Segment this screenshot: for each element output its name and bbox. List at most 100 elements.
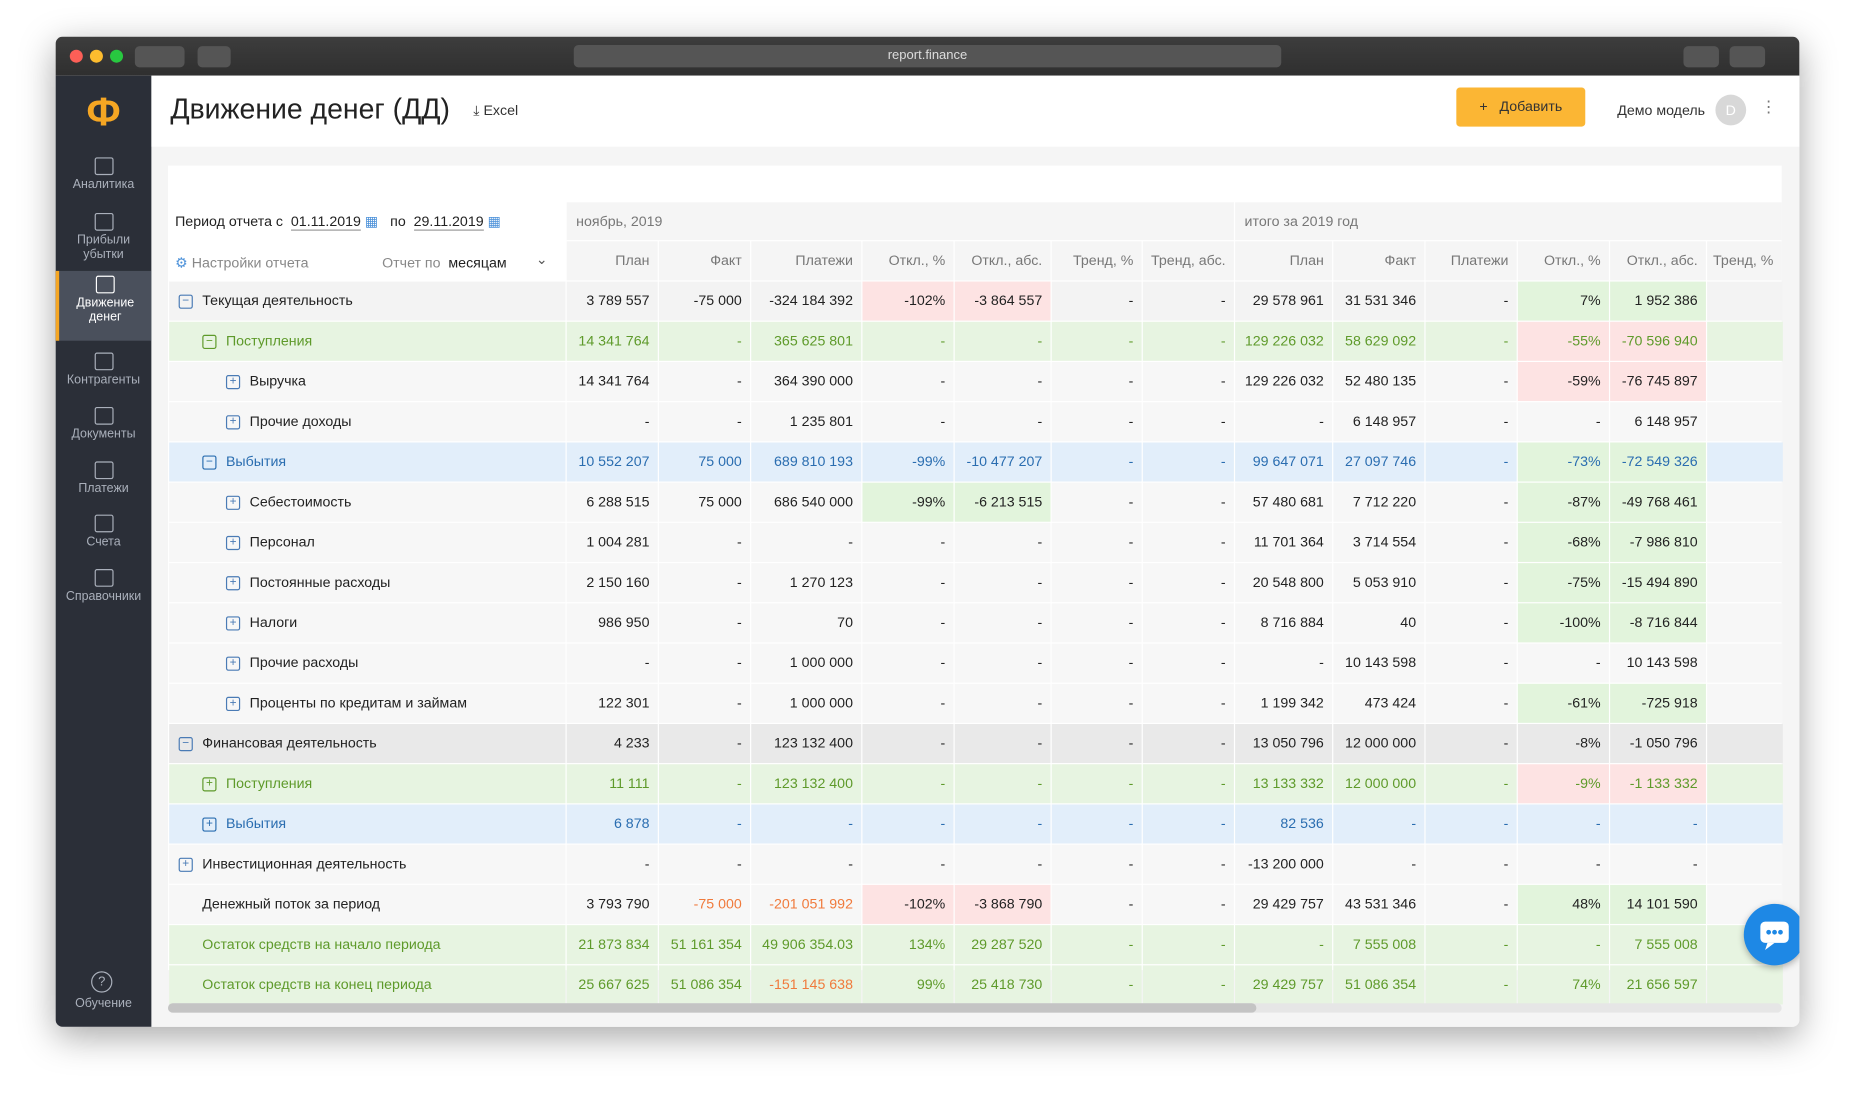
cell: 70 xyxy=(751,603,862,643)
cell: - xyxy=(1425,764,1517,804)
cell: - xyxy=(1142,925,1234,965)
row-label: Инвестиционная деятельность xyxy=(202,855,407,872)
cell: - xyxy=(862,522,954,562)
expand-toggle[interactable]: + xyxy=(202,817,217,832)
cell: - xyxy=(658,603,751,643)
cell: - xyxy=(1517,402,1609,442)
expand-toggle[interactable]: − xyxy=(178,294,193,309)
cell: - xyxy=(1051,603,1142,643)
cell: - xyxy=(1425,482,1517,522)
cell: 12 000 000 xyxy=(1333,724,1425,764)
row-label-cell: − Поступления xyxy=(169,321,566,361)
cell: - xyxy=(1142,884,1234,924)
cell: -10 477 207 xyxy=(954,442,1051,482)
expand-toggle[interactable]: + xyxy=(225,535,241,551)
sidebar: Ф Аналитика Прибыли убытки Движение денег К… xyxy=(55,75,152,1027)
column-header: Тренд, % xyxy=(1051,241,1142,281)
cell: - xyxy=(1425,643,1517,683)
row-label: Остаток средств на начало периода xyxy=(202,935,441,953)
cell: - xyxy=(751,522,862,562)
row-label: Постоянные расходы xyxy=(249,573,391,591)
cell: - xyxy=(1425,683,1517,723)
cell: -99% xyxy=(862,442,954,482)
row-label: Поступления xyxy=(225,332,313,349)
cell: 14 101 590 xyxy=(1610,884,1706,924)
cell: 5 053 910 xyxy=(1333,563,1425,603)
cell: 82 536 xyxy=(1235,804,1333,844)
nav-icon xyxy=(95,275,115,294)
expand-toggle[interactable]: + xyxy=(225,415,241,430)
cell: -102% xyxy=(862,884,954,924)
cell: -725 918 xyxy=(1610,683,1706,723)
cell: 43 531 346 xyxy=(1333,884,1425,924)
avatar[interactable]: D xyxy=(1715,94,1747,126)
nav-item[interactable]: Платежи xyxy=(56,457,152,510)
cell: - xyxy=(1142,362,1234,402)
expand-toggle[interactable]: + xyxy=(225,656,241,671)
cell: - xyxy=(1051,522,1142,562)
cell: -9% xyxy=(1517,764,1609,804)
url-bar[interactable]: report.finance xyxy=(573,44,1282,68)
nav-item[interactable]: Справочники xyxy=(56,564,152,617)
cell: -75 000 xyxy=(658,884,751,924)
cell: - xyxy=(954,362,1051,402)
cell: - xyxy=(862,402,954,442)
cell: - xyxy=(566,402,658,442)
row-label: Финансовая деятельность xyxy=(202,734,377,752)
cell: - xyxy=(1517,925,1609,965)
nav-item[interactable]: Документы xyxy=(56,402,152,455)
expand-toggle[interactable]: − xyxy=(178,737,193,752)
nav-item[interactable]: Счета xyxy=(56,510,152,563)
cell: - xyxy=(1425,804,1517,844)
empty-cell xyxy=(1707,402,1783,442)
add-button[interactable]: + Добавить xyxy=(1456,87,1586,127)
date-input[interactable]: 01.11.2019 xyxy=(290,212,361,231)
chat-button[interactable] xyxy=(1743,903,1800,966)
select[interactable]: месяцам xyxy=(448,254,507,271)
nav-item[interactable]: Обучение xyxy=(75,996,132,1011)
expand-toggle[interactable]: + xyxy=(225,495,241,510)
nav-item[interactable]: Прибыли убытки xyxy=(56,208,152,271)
browser-window: report.finance Ф Аналитика Прибыли убытки… xyxy=(55,36,1800,1027)
cell: - xyxy=(1051,643,1142,683)
main: Движение денег (ДД) ⤓ Excel + Добавить Д… xyxy=(151,75,1800,1027)
nav-item[interactable]: Движение денег xyxy=(55,270,152,341)
cell: - xyxy=(954,683,1051,723)
row-label: Налоги xyxy=(249,613,298,631)
cell: - xyxy=(1142,402,1234,442)
expand-toggle[interactable]: + xyxy=(178,857,193,872)
settings-link[interactable]: Настройки отчета xyxy=(191,254,309,271)
cell: - xyxy=(954,321,1051,361)
cell: 20 548 800 xyxy=(1235,563,1333,603)
expand-toggle[interactable]: + xyxy=(225,576,241,591)
cell: - xyxy=(1517,844,1609,884)
model-name[interactable]: Демо модель xyxy=(1617,101,1706,119)
cell: 21 873 834 xyxy=(566,925,658,965)
cell: - xyxy=(658,764,751,804)
cell: 74% xyxy=(1517,965,1609,1005)
nav-item[interactable]: Контрагенты xyxy=(56,348,152,401)
expand-toggle[interactable]: − xyxy=(202,334,217,349)
cell: 12 000 000 xyxy=(1333,764,1425,804)
cell: - xyxy=(1517,643,1609,683)
expand-toggle[interactable]: − xyxy=(202,455,217,470)
cell: - xyxy=(1051,321,1142,361)
nav-icon xyxy=(94,514,113,533)
column-header: План xyxy=(566,241,658,281)
expand-toggle[interactable]: + xyxy=(225,616,241,631)
row-label: Персонал xyxy=(249,533,315,551)
cell: 11 111 xyxy=(566,764,658,804)
cell: - xyxy=(1425,362,1517,402)
expand-toggle[interactable]: + xyxy=(202,777,217,792)
cell: -6 213 515 xyxy=(954,482,1051,522)
expand-toggle[interactable]: + xyxy=(225,696,241,712)
expand-toggle[interactable]: + xyxy=(225,375,241,390)
cell: 7% xyxy=(1517,281,1609,321)
nav-item[interactable]: Аналитика xyxy=(56,153,152,206)
date-input[interactable]: 29.11.2019 xyxy=(413,212,484,231)
excel-button[interactable]: ⤓ Excel xyxy=(473,101,519,119)
cell: 1 952 386 xyxy=(1610,281,1706,321)
cell: - xyxy=(1425,321,1517,361)
cell: 51 086 354 xyxy=(658,965,751,1005)
cell: - xyxy=(1051,844,1142,884)
